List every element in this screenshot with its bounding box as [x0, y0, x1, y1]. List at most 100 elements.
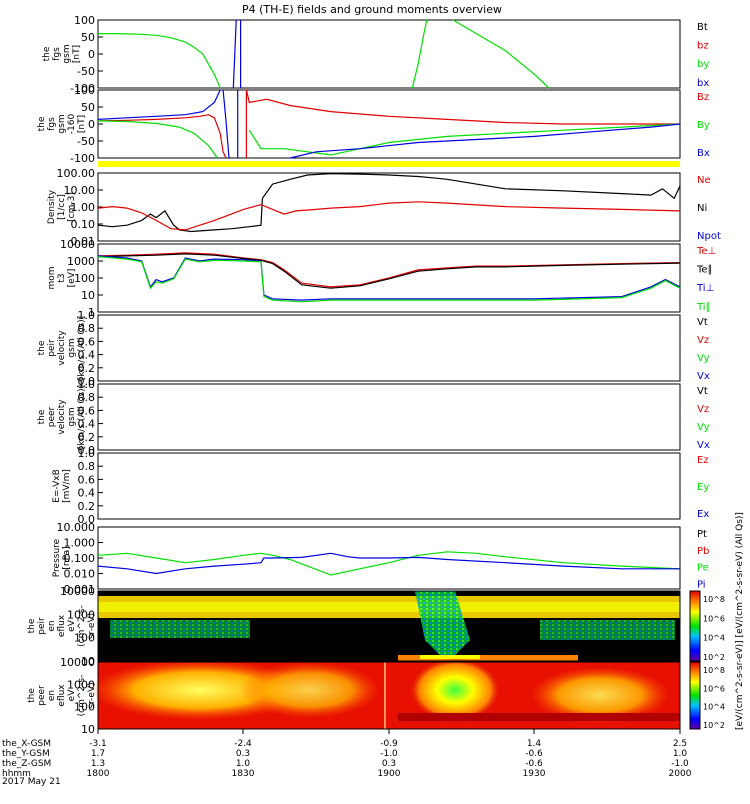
legend-entry: by [697, 59, 709, 70]
x-row-value: 0.3 [236, 749, 250, 759]
series-Pe [97, 551, 681, 576]
series-by [452, 19, 550, 89]
panel-density: 100.00 10.00 1.00 0.10 0.01 Density [1/cc] [cm-… [47, 167, 721, 248]
x-row-value: 2000 [669, 769, 692, 779]
y-tick-label: 0 [88, 118, 95, 131]
legend-entry: Vz [697, 335, 709, 346]
x-row-value: 0.3 [382, 759, 396, 769]
legend-entry: Vx [697, 440, 710, 451]
panel-fgs_gsm_-160: 100 50 0 -50 -100 the fgs gsm -160 [nT] Bz By Bx [37, 84, 710, 165]
y-label-line: the [27, 688, 37, 703]
legend-entry: Bt [697, 22, 708, 33]
legend-entry: bx [697, 78, 709, 89]
x-row-label: the_Y-GSM [2, 749, 50, 759]
series-Ti⊥ [97, 255, 681, 301]
legend-entry: Vt [697, 386, 708, 397]
x-row-value: 1900 [378, 769, 401, 779]
y-tick-label: 0.001 [64, 583, 96, 596]
panel-frame [97, 452, 681, 520]
y-label-line: [eV] [67, 269, 77, 288]
y-tick-label: 50 [81, 31, 95, 44]
x-axis: the_X-GSM -3.1 -2.4 -0.9 1.4 2.5 the_Y-GSM 1.7 0… [2, 729, 692, 779]
y-tick-label: 0.8 [78, 322, 96, 335]
y-label-line: peer [37, 685, 47, 706]
y-tick-label: 0 [88, 48, 95, 61]
y-label-line: the [37, 116, 47, 131]
y-label-line: peer [47, 406, 57, 427]
legend-entry: Pt [697, 529, 707, 540]
y-tick-label: -50 [77, 135, 95, 148]
legend-entry: By [697, 120, 710, 131]
peir-spectrogram-frame [97, 590, 681, 662]
legend-entry: Ey [697, 482, 709, 493]
x-row-label: hhmm [2, 769, 31, 779]
y-tick-label: 100 [74, 272, 95, 285]
y-tick-label: 0.8 [78, 391, 96, 404]
y-label-line: [cm-3] [67, 192, 77, 222]
legend-entry: Bz [697, 92, 709, 103]
y-label-line: gsm [57, 114, 67, 133]
y-label-line: en [47, 620, 57, 631]
y-tick-label: 0.010 [64, 568, 96, 581]
y-tick-label: 0.2 [78, 362, 96, 375]
y-tick-label: 100 [74, 701, 95, 714]
y-tick-label: 1.000 [64, 537, 96, 550]
x-row-value: -1.0 [380, 749, 398, 759]
y-label-line: [nPa] [62, 546, 72, 569]
y-label-line: (cm^2-s- [77, 605, 87, 647]
spectrograms [90, 590, 681, 730]
panel-frame [97, 314, 681, 382]
legend-entry: Pe [697, 563, 709, 574]
series-by [98, 32, 221, 89]
x-row-value: 1.3 [91, 759, 105, 769]
y-tick-label: 100 [74, 14, 95, 27]
y-axis-label: E=-VxB [mV/m] [52, 469, 72, 503]
colorbar-top-tick: 10^8 [703, 595, 725, 604]
y-tick-label: 0.0 [78, 375, 96, 388]
y-axis-label: the peir velocity gsm [km/s (All Qs)] [37, 316, 87, 380]
y-axis-label: the peer velocity gsm [km/s (All Qs)] [37, 385, 87, 449]
panel-peir_en_eflux: 10000 1000 100 10 the peir en eflux eV (cm^2-s-sr… [27, 585, 103, 668]
y-tick-label: 10000 [60, 656, 95, 669]
panel-mom_t3: 10000 1000 100 10 1 mom t3 [eV] Te⊥ Te∥ Ti⊥ Ti∥ [47, 238, 716, 319]
y-tick-label: 10.000 [57, 521, 96, 534]
y-tick-label: 1 [88, 306, 95, 319]
y-tick-label: -100 [70, 82, 95, 95]
x-row-value: 1800 [87, 769, 110, 779]
series-Bz [219, 133, 227, 159]
colorbar-bottom-tick: 10^4 [703, 703, 725, 712]
state-bar [98, 161, 680, 167]
y-label-line: [nT] [77, 115, 87, 133]
legend-entry: Pi [697, 579, 706, 590]
footer-date: 2017 May 21 [2, 777, 61, 787]
y-label-line: Density [47, 189, 57, 224]
y-label-line: mom [47, 266, 57, 289]
legend-entry: Vx [697, 371, 710, 382]
y-label-line: [1/cc] [57, 194, 67, 220]
legend-entry: Vt [697, 317, 708, 328]
panel-fgs_gsm_nT: 100 50 0 -50 -100 the fgs gsm [nT] Bt bz by bx [42, 14, 709, 95]
y-label-line: eV [67, 619, 77, 632]
series-Ne [97, 201, 681, 231]
panel-peer_en_eflux: 10000 1000 100 10 thepeerenefluxeV(cm^2-s-sr… [27, 656, 103, 736]
panel-frame [97, 383, 681, 451]
x-row-value: 1.4 [527, 739, 542, 749]
y-label-line: gsm [62, 44, 72, 63]
y-label-line: velocity [57, 399, 67, 435]
colorbar-label: [eV/(cm^2-s-sr-eV)] [eV/(cm^2-s-sr-eV) (… [735, 512, 745, 730]
y-tick-label: 0.100 [64, 552, 96, 565]
y-tick-label: 1.00 [71, 201, 96, 214]
panel-frame [97, 19, 681, 89]
y-tick-label: 0.4 [78, 487, 96, 500]
y-label-line: [km/s (All Qs)] [77, 316, 87, 380]
series-By [97, 120, 218, 159]
y-label-line: velocity [57, 330, 67, 366]
y-tick-label: 100 [74, 84, 95, 97]
y-tick-label: 0.4 [78, 349, 96, 362]
colorbars: 10^8 10^6 10^4 10^2 10^8 10^6 10^4 10^2 [eV/(cm… [689, 512, 745, 730]
legend-entry: Ez [697, 455, 709, 466]
